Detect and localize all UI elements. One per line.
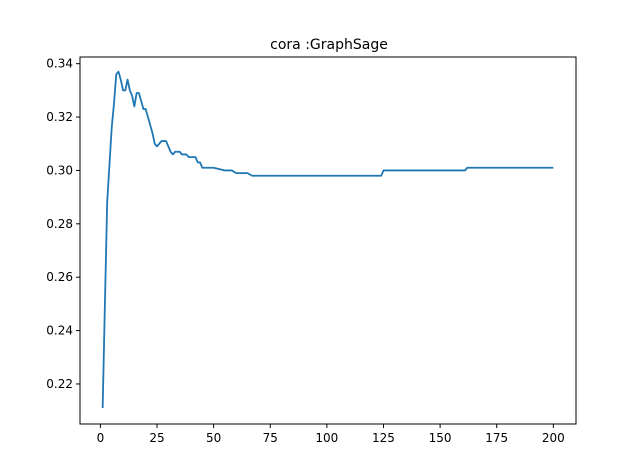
- chart-title: cora :GraphSage: [270, 37, 388, 53]
- x-tick-label: 175: [485, 431, 508, 445]
- y-tick-label: 0.22: [46, 377, 73, 391]
- x-tick-label: 100: [315, 431, 338, 445]
- x-tick-label: 150: [429, 431, 452, 445]
- x-tick-label: 75: [263, 431, 278, 445]
- y-tick-label: 0.28: [46, 217, 73, 231]
- x-axis: 0 25 50 75 100 125 150 175 200: [97, 424, 565, 445]
- x-tick-label: 200: [542, 431, 565, 445]
- y-tick-label: 0.34: [46, 57, 73, 71]
- x-tick-label: 0: [97, 431, 105, 445]
- axes-frame: [79, 56, 577, 425]
- x-tick-label: 125: [372, 431, 395, 445]
- plot-area: [101, 70, 554, 409]
- series-line-0: [101, 70, 554, 409]
- y-tick-label: 0.24: [46, 324, 73, 338]
- y-tick-label: 0.30: [46, 163, 73, 177]
- y-tick-label: 0.26: [46, 270, 73, 284]
- y-tick-label: 0.32: [46, 110, 73, 124]
- x-tick-label: 50: [206, 431, 221, 445]
- y-axis: 0.22 0.24 0.26 0.28 0.30 0.32 0.34: [46, 57, 80, 391]
- x-tick-label: 25: [149, 431, 164, 445]
